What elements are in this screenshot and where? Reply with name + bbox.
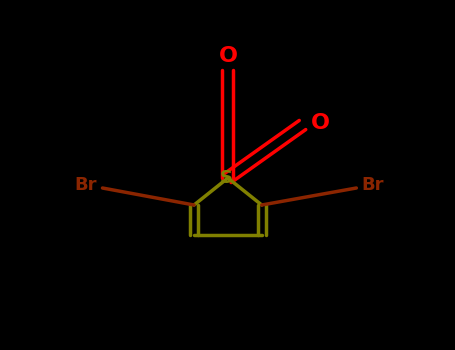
Text: S: S	[220, 169, 233, 187]
Text: Br: Br	[362, 175, 384, 194]
Text: Br: Br	[75, 175, 97, 194]
Text: O: O	[218, 46, 238, 66]
Text: O: O	[311, 113, 330, 133]
